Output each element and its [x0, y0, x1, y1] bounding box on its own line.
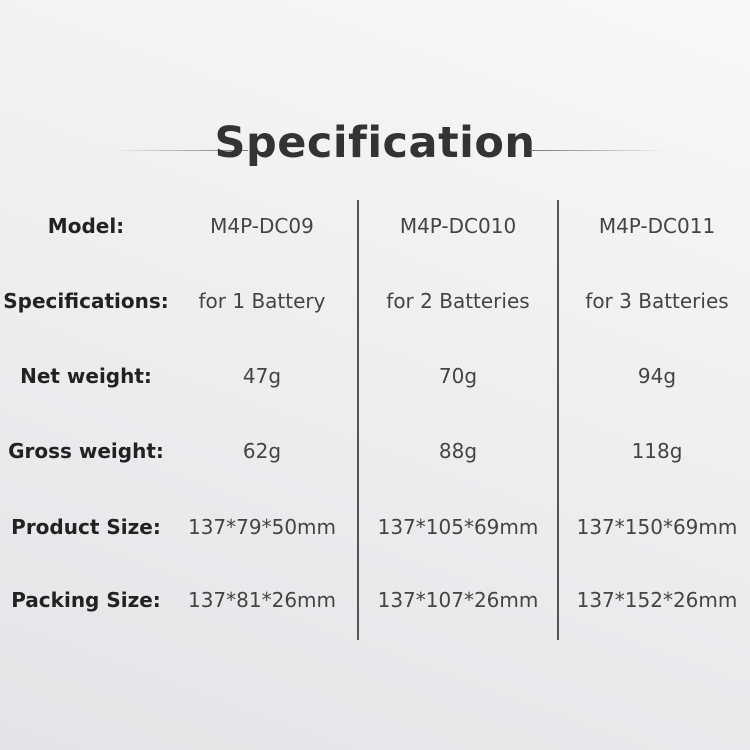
- spec-value: for 1 Battery: [198, 289, 326, 313]
- row-label: Packing Size:: [11, 588, 161, 612]
- column-divider: [357, 200, 359, 640]
- spec-value: 137*150*69mm: [576, 515, 738, 539]
- spec-value: for 2 Batteries: [386, 289, 530, 313]
- column-divider: [557, 200, 559, 640]
- spec-value: 137*107*26mm: [377, 588, 539, 612]
- spec-value: 137*105*69mm: [377, 515, 539, 539]
- spec-row: Packing Size: 137*81*26mm 137*107*26mm 137*…: [0, 580, 750, 620]
- spec-value: M4P-DC011: [598, 214, 716, 238]
- spec-row: Specifications: for 1 Battery for 2 Batter…: [0, 281, 750, 321]
- spec-value: 62g: [242, 439, 282, 463]
- row-label: Specifications:: [3, 289, 169, 313]
- row-label: Product Size:: [11, 515, 161, 539]
- spec-value: 137*152*26mm: [576, 588, 738, 612]
- spec-row: Model: M4P-DC09 M4P-DC010 M4P-DC011: [0, 206, 750, 246]
- spec-value: 137*79*50mm: [187, 515, 337, 539]
- spec-value: 118g: [631, 439, 683, 463]
- spec-value: 94g: [637, 364, 677, 388]
- spec-value: M4P-DC09: [210, 214, 314, 238]
- row-label: Net weight:: [20, 364, 152, 388]
- title-rule-right: [530, 150, 666, 151]
- spec-value: 137*81*26mm: [187, 588, 337, 612]
- spec-value: M4P-DC010: [399, 214, 517, 238]
- spec-row: Product Size: 137*79*50mm 137*105*69mm 137*…: [0, 507, 750, 547]
- spec-value: 88g: [438, 439, 478, 463]
- spec-row: Net weight: 47g 70g 94g: [0, 356, 750, 396]
- page-title: Specification: [214, 118, 536, 168]
- row-label: Gross weight:: [8, 439, 164, 463]
- row-label: Model:: [47, 214, 125, 238]
- spec-value: for 3 Batteries: [585, 289, 729, 313]
- spec-row: Gross weight: 62g 88g 118g: [0, 431, 750, 471]
- spec-value: 47g: [242, 364, 282, 388]
- spec-value: 70g: [438, 364, 478, 388]
- title-rule-left: [112, 150, 248, 151]
